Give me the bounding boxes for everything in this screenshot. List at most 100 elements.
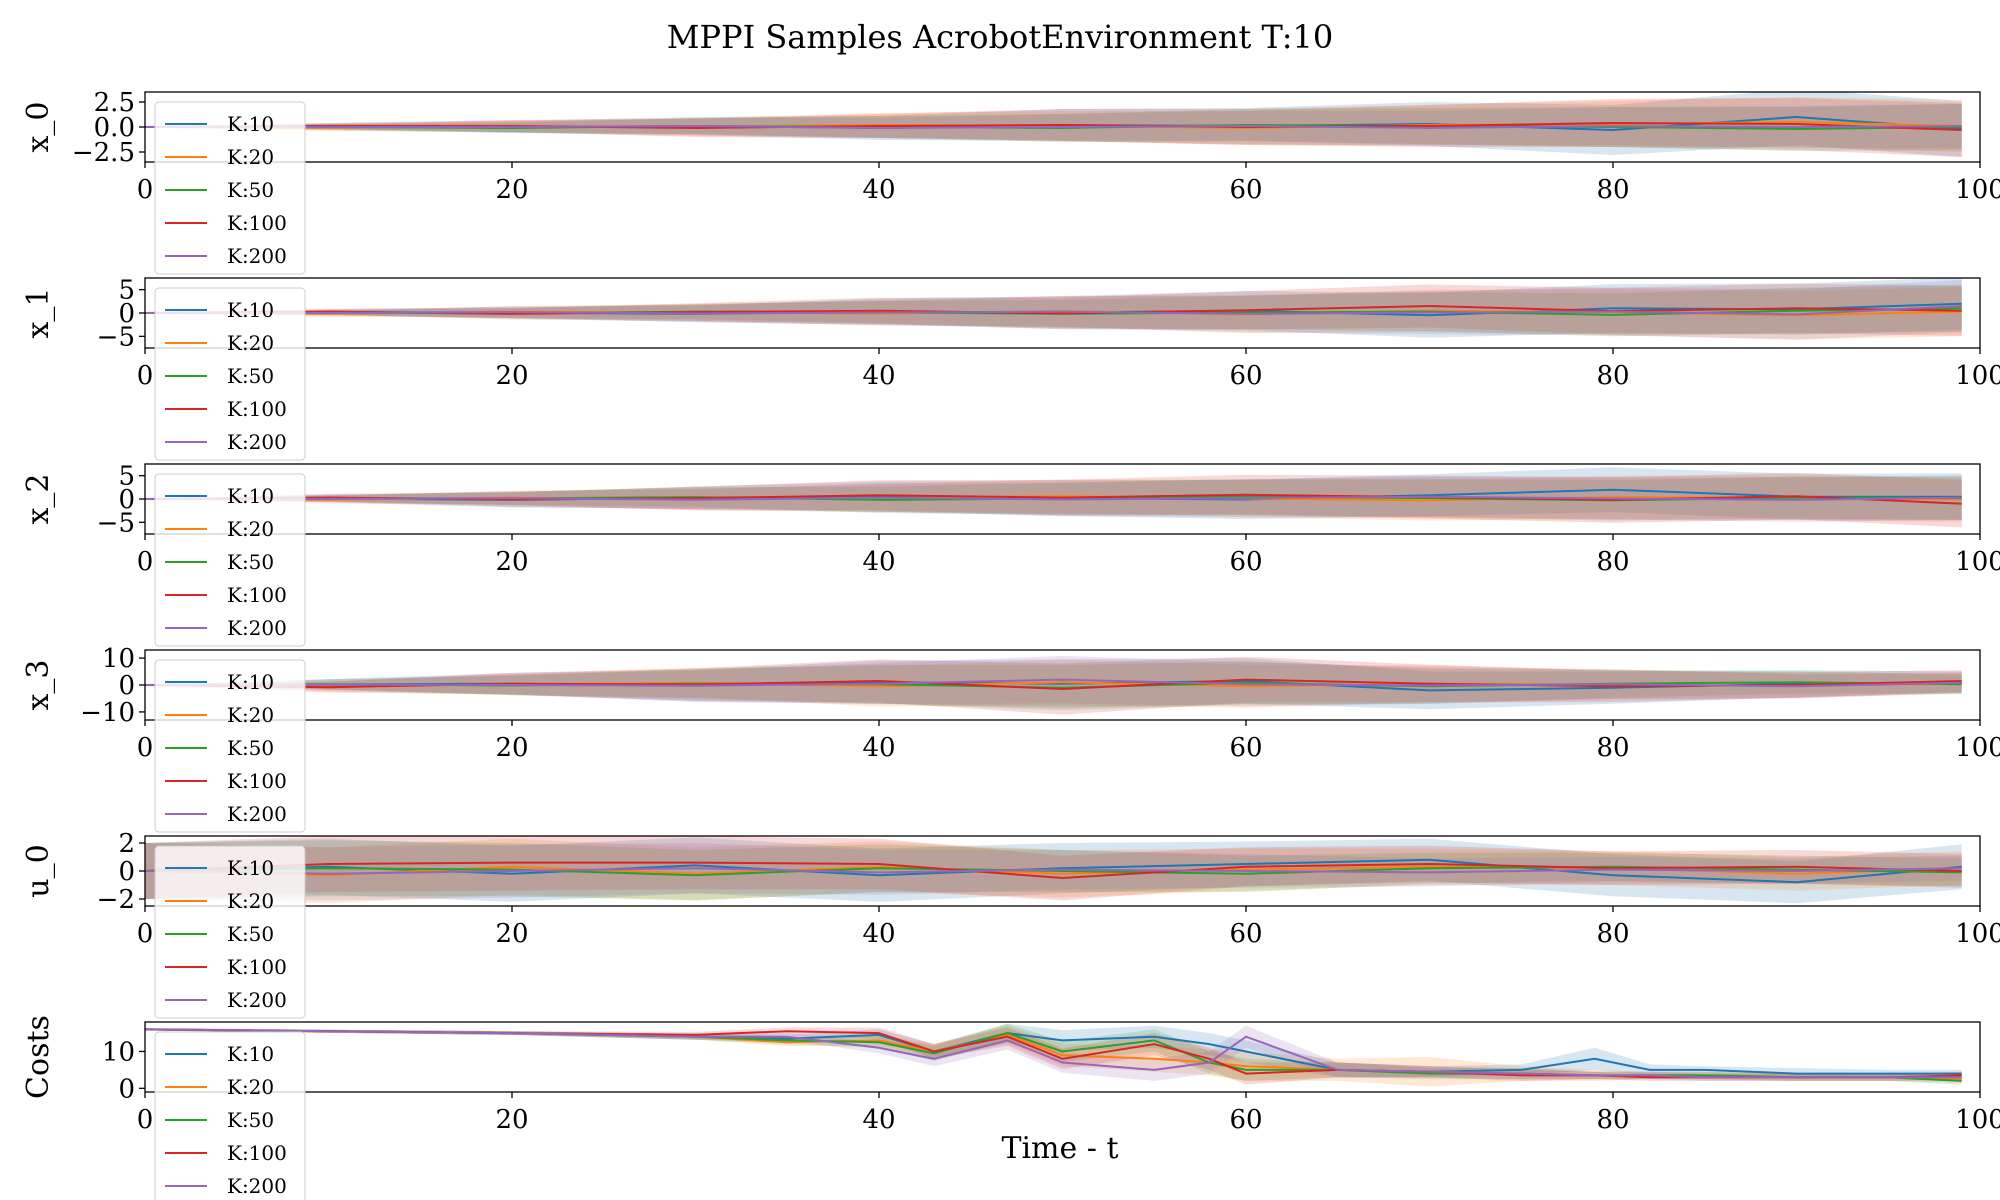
legend-label-K:100: K:100 bbox=[227, 211, 287, 235]
band-K:200 bbox=[145, 279, 1962, 340]
y-tick-label: 0 bbox=[118, 857, 135, 887]
legend-label-K:20: K:20 bbox=[227, 889, 274, 913]
x-tick-label: 60 bbox=[1229, 733, 1262, 763]
y-tick-label: 10 bbox=[102, 1037, 135, 1067]
x-tick-label: 60 bbox=[1229, 361, 1262, 391]
x-tick-label: 100 bbox=[1955, 547, 2000, 577]
legend-label-K:10: K:10 bbox=[227, 1042, 274, 1066]
y-tick-label: 0 bbox=[118, 1074, 135, 1104]
legend: K:10 K:20 K:50 K:100 K:200 bbox=[154, 659, 306, 833]
x-tick-label: 40 bbox=[862, 547, 895, 577]
x-tick-label: 80 bbox=[1596, 547, 1629, 577]
legend-label-K:50: K:50 bbox=[227, 1108, 274, 1132]
legend-label-K:100: K:100 bbox=[227, 583, 287, 607]
legend-label-K:20: K:20 bbox=[227, 331, 274, 355]
band-K:50 bbox=[145, 661, 1962, 711]
legend-label-K:10: K:10 bbox=[227, 112, 274, 136]
y-tick-label: 5 bbox=[118, 276, 135, 306]
plot-area bbox=[145, 278, 1962, 340]
band-K:200 bbox=[145, 655, 1962, 707]
plot-area bbox=[145, 1023, 1962, 1087]
y-axis-label: Costs bbox=[21, 1015, 56, 1099]
legend-box bbox=[154, 101, 306, 275]
legend-label-K:200: K:200 bbox=[227, 244, 287, 268]
legend-label-K:10: K:10 bbox=[227, 298, 274, 322]
x-tick-label: 0 bbox=[137, 733, 154, 763]
y-tick-label: −2 bbox=[97, 885, 135, 915]
y-axis-label: x_0 bbox=[21, 101, 56, 152]
y-axis-label: x_3 bbox=[21, 659, 56, 710]
legend-label-K:50: K:50 bbox=[227, 922, 274, 946]
x-tick-label: 0 bbox=[137, 1105, 154, 1135]
legend-box bbox=[154, 845, 306, 1019]
plot-area bbox=[145, 92, 1962, 157]
x-axis-label: Time - t bbox=[1001, 1131, 1118, 1166]
x-tick-label: 60 bbox=[1229, 175, 1262, 205]
legend-label-K:20: K:20 bbox=[227, 1075, 274, 1099]
legend-label-K:10: K:10 bbox=[227, 670, 274, 694]
y-tick-label: 2 bbox=[118, 829, 135, 859]
legend-label-K:50: K:50 bbox=[227, 364, 274, 388]
legend-label-K:200: K:200 bbox=[227, 430, 287, 454]
legend: K:10 K:20 K:50 K:100 K:200 bbox=[154, 1031, 306, 1200]
x-tick-label: 100 bbox=[1955, 175, 2000, 205]
legend: K:10 K:20 K:50 K:100 K:200 bbox=[154, 287, 306, 461]
x-tick-label: 0 bbox=[137, 919, 154, 949]
y-tick-label: 0.0 bbox=[94, 113, 135, 143]
legend-label-K:100: K:100 bbox=[227, 769, 287, 793]
legend-label-K:200: K:200 bbox=[227, 802, 287, 826]
legend-box bbox=[154, 659, 306, 833]
line-K:200 bbox=[145, 305, 1962, 316]
y-tick-label: 10 bbox=[102, 644, 135, 674]
legend-label-K:50: K:50 bbox=[227, 550, 274, 574]
legend: K:10 K:20 K:50 K:100 K:200 bbox=[154, 473, 306, 647]
y-tick-label: 5 bbox=[118, 462, 135, 492]
line-K:100 bbox=[145, 861, 1962, 880]
y-tick-label: −10 bbox=[80, 698, 135, 728]
x-tick-label: 100 bbox=[1955, 1105, 2000, 1135]
x-tick-label: 0 bbox=[137, 547, 154, 577]
x-tick-label: 80 bbox=[1596, 361, 1629, 391]
x-tick-label: 40 bbox=[862, 733, 895, 763]
legend-label-K:100: K:100 bbox=[227, 955, 287, 979]
legend-label-K:50: K:50 bbox=[227, 736, 274, 760]
x-tick-label: 20 bbox=[495, 733, 528, 763]
y-tick-label: −5 bbox=[97, 508, 135, 538]
x-tick-label: 20 bbox=[495, 1105, 528, 1135]
legend: K:10 K:20 K:50 K:100 K:200 bbox=[154, 845, 306, 1019]
legend-label-K:10: K:10 bbox=[227, 856, 274, 880]
y-tick-label: 0 bbox=[118, 299, 135, 329]
legend-label-K:200: K:200 bbox=[227, 1174, 287, 1198]
x-tick-label: 40 bbox=[862, 1105, 895, 1135]
legend: K:10 K:20 K:50 K:100 K:200 bbox=[154, 101, 306, 275]
axes-frame bbox=[144, 1021, 1981, 1093]
x-tick-label: 40 bbox=[862, 361, 895, 391]
legend-label-K:200: K:200 bbox=[227, 616, 287, 640]
x-tick-label: 0 bbox=[137, 361, 154, 391]
y-axis-label: x_1 bbox=[21, 287, 56, 338]
x-tick-label: 40 bbox=[862, 175, 895, 205]
x-tick-label: 20 bbox=[495, 361, 528, 391]
x-tick-label: 60 bbox=[1229, 547, 1262, 577]
x-tick-label: 20 bbox=[495, 547, 528, 577]
band-K:10 bbox=[145, 278, 1962, 338]
y-tick-label: 0 bbox=[118, 485, 135, 515]
line-K:200 bbox=[145, 867, 1962, 875]
legend-box bbox=[154, 287, 306, 461]
legend-box bbox=[154, 1031, 306, 1200]
legend-label-K:20: K:20 bbox=[227, 517, 274, 541]
y-tick-label: −2.5 bbox=[72, 138, 135, 168]
line-K:200 bbox=[145, 1028, 1962, 1079]
figure-title: MPPI Samples AcrobotEnvironment T:10 bbox=[667, 18, 1334, 56]
x-tick-label: 20 bbox=[495, 919, 528, 949]
legend-label-K:100: K:100 bbox=[227, 1141, 287, 1165]
line-K:200 bbox=[145, 495, 1962, 501]
legend-label-K:20: K:20 bbox=[227, 703, 274, 727]
legend-label-K:200: K:200 bbox=[227, 988, 287, 1012]
